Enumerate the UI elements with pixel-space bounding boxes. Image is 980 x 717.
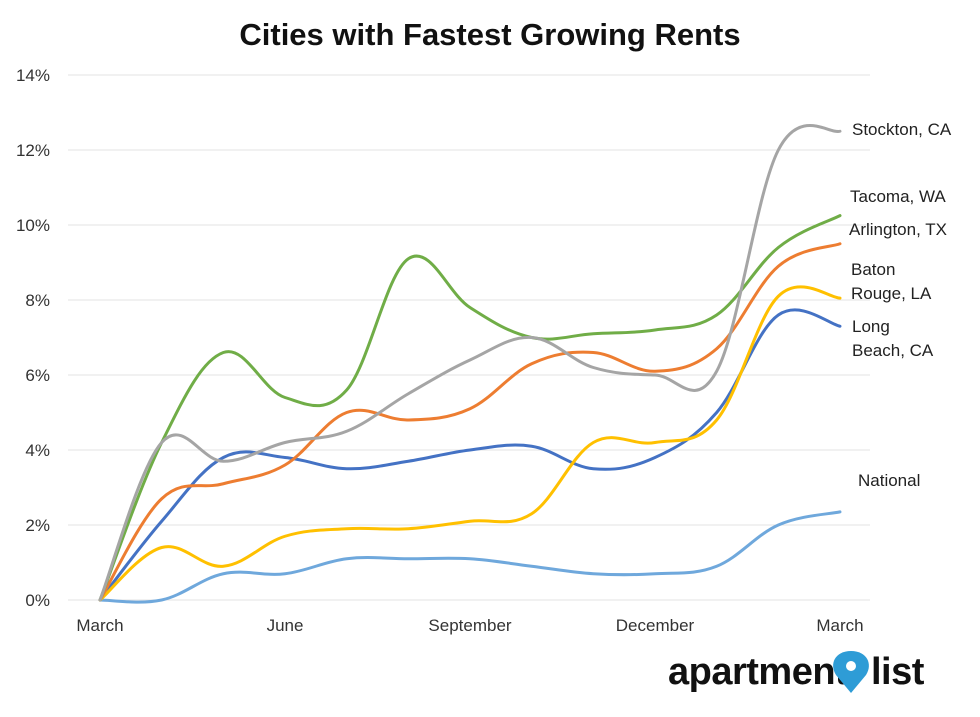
x-tick-label: March [816,616,863,635]
series-lines [98,124,842,604]
x-tick-label: September [428,616,511,635]
series-line-national [98,510,842,604]
series-label: Tacoma, WA [850,187,946,206]
series-line-baton-rouge-la [98,285,842,602]
series-label: Arlington, TX [849,220,947,239]
brand-name-right: list [871,651,925,693]
series-line-tacoma-wa [98,214,842,602]
y-axis-tick-labels: 0% 2% 4% 6% 8% 10% 12% 14% [16,66,50,610]
y-tick-label: 8% [25,291,50,310]
x-tick-label: June [267,616,304,635]
x-tick-label: March [76,616,123,635]
series-label: Baton Rouge, LA [851,260,932,303]
series-line-stockton-ca [98,124,842,602]
series-line-arlington-tx [98,242,842,602]
y-tick-label: 2% [25,516,50,535]
series-label: National [858,471,920,490]
location-pin-icon [833,651,869,693]
x-tick-label: December [616,616,695,635]
series-line-long-beach-ca [98,308,842,602]
y-tick-label: 14% [16,66,50,85]
y-tick-label: 12% [16,141,50,160]
series-label: Long Beach, CA [852,317,934,360]
y-tick-label: 0% [25,591,50,610]
brand-name-left: apartment [668,651,848,693]
y-tick-label: 6% [25,366,50,385]
chart-title: Cities with Fastest Growing Rents [239,17,740,52]
series-labels: National Long Beach, CA Baton Rouge, LA Arlin… [849,120,952,490]
x-axis-tick-labels: March June September December March [76,616,863,635]
y-tick-label: 4% [25,441,50,460]
y-tick-label: 10% [16,216,50,235]
apartment-list-logo: apartment list [668,651,925,693]
series-label: Stockton, CA [852,120,952,139]
